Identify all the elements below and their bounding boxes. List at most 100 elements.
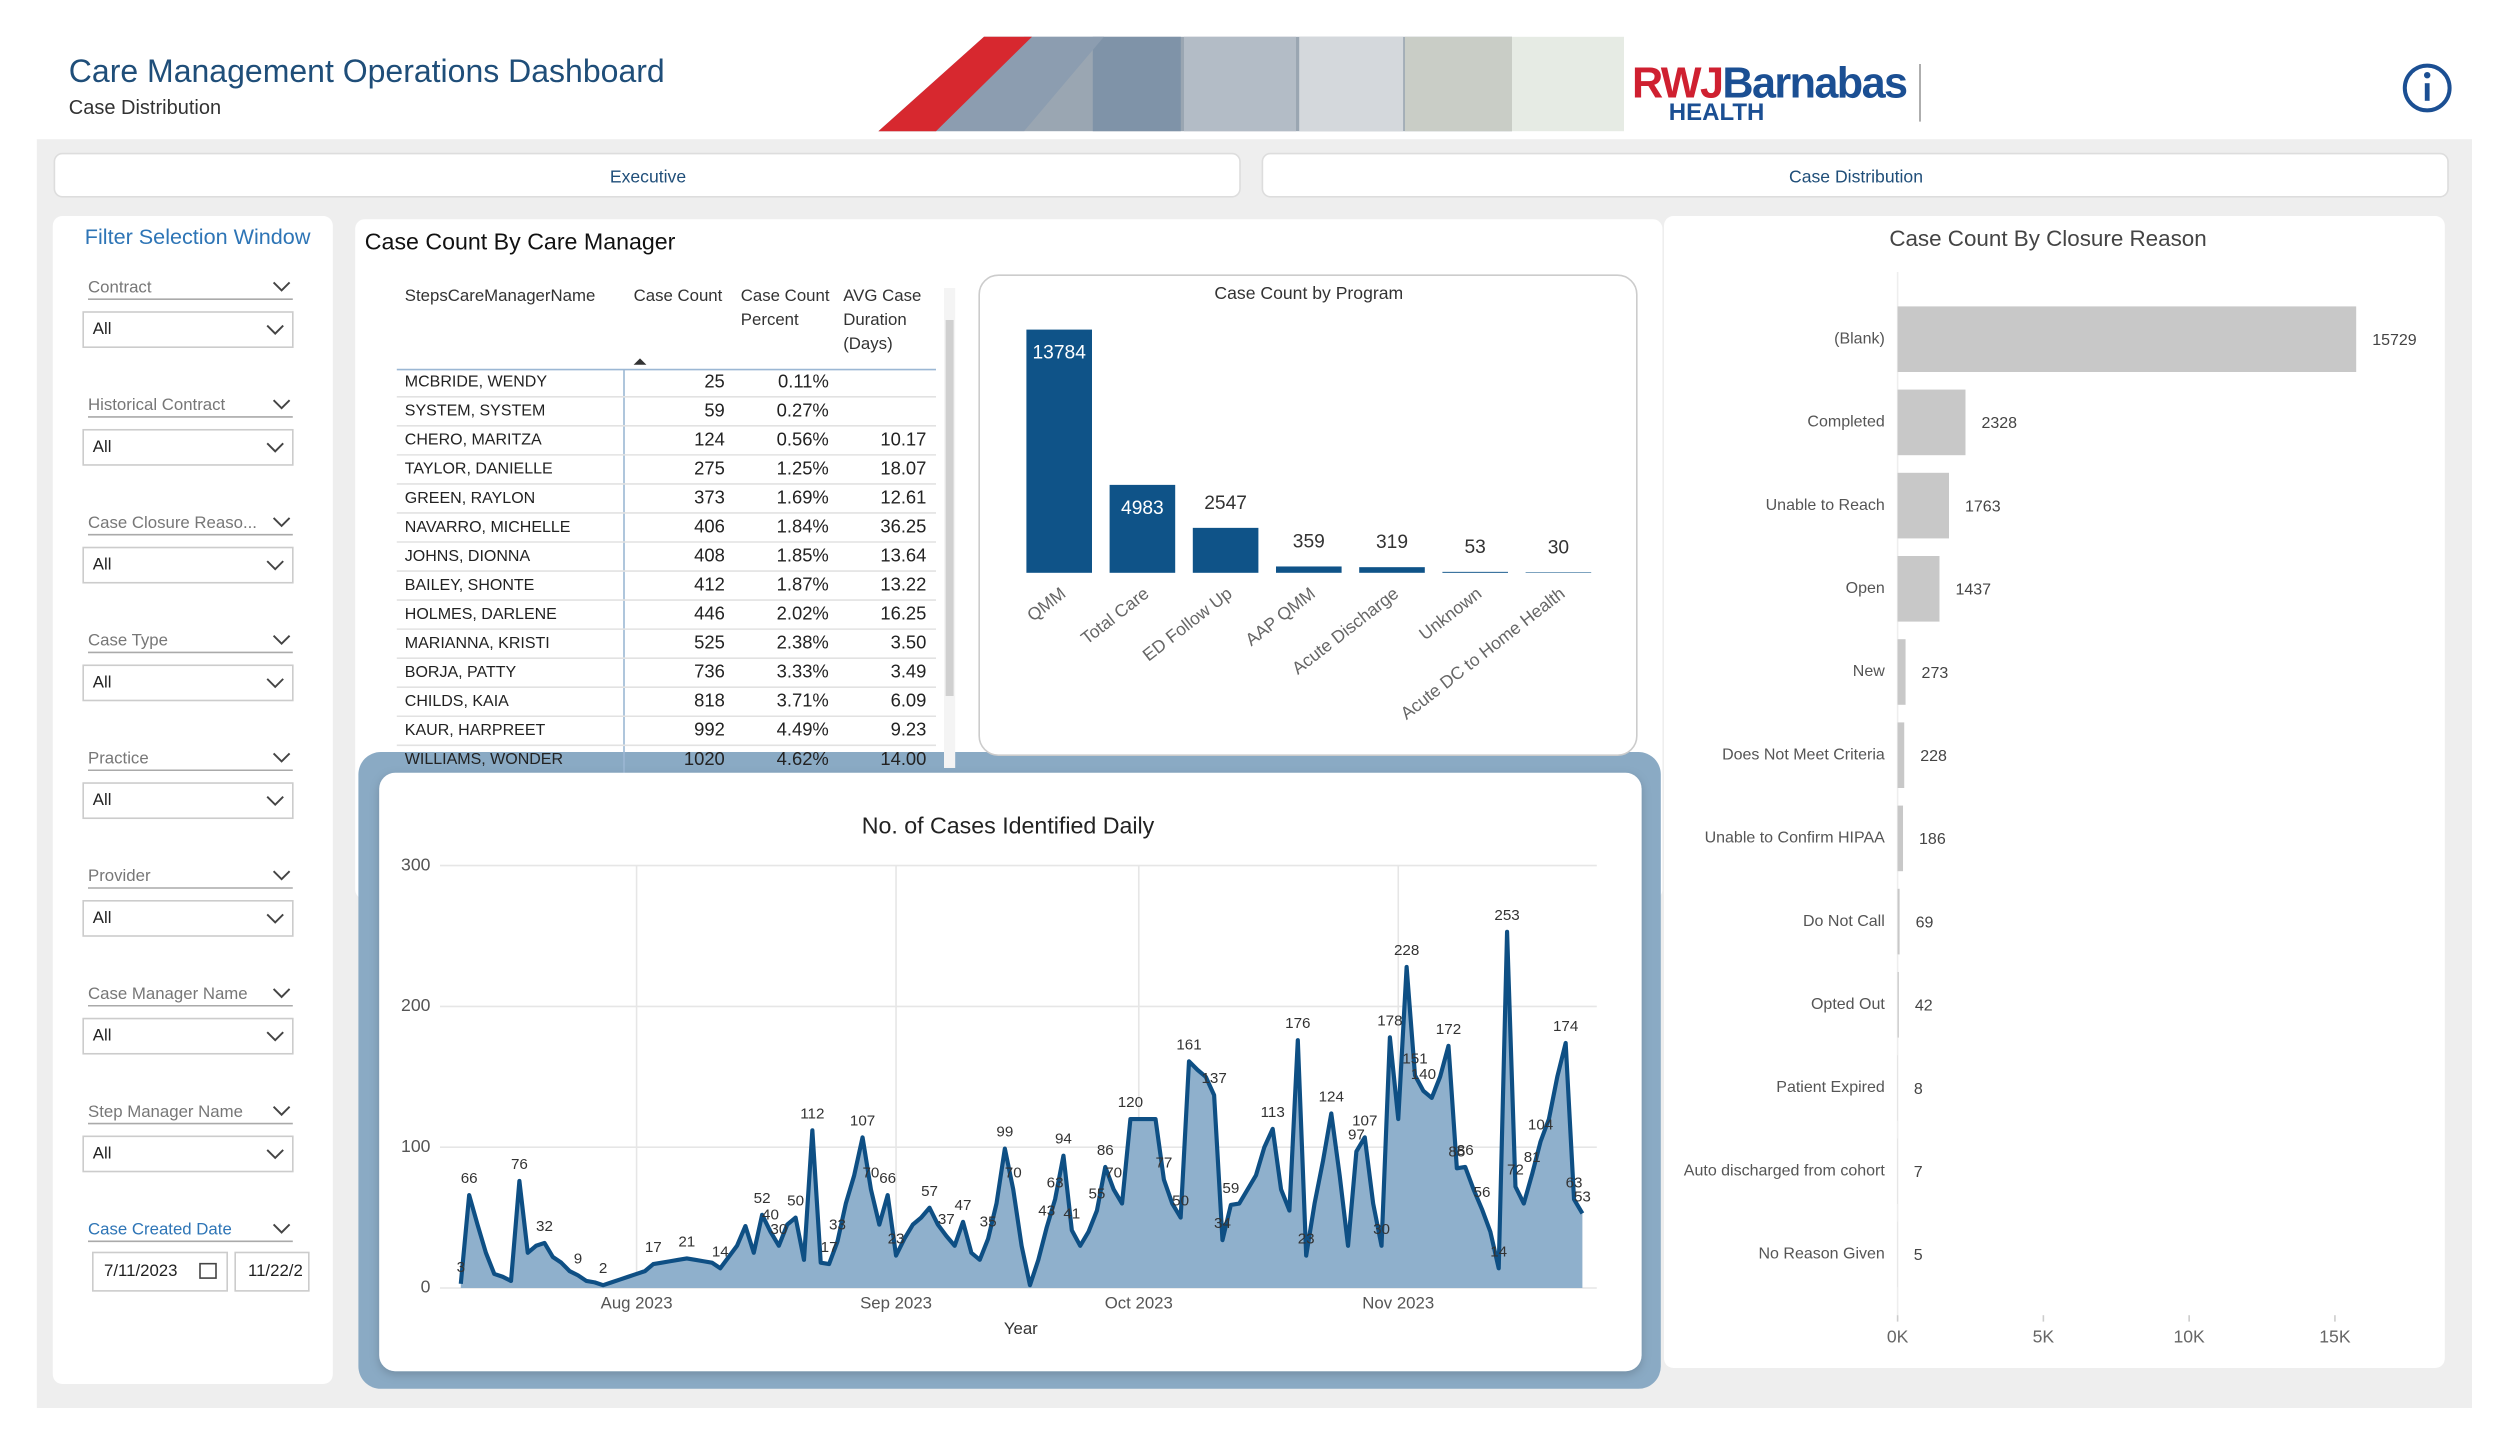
- scroll-thumb[interactable]: [945, 320, 954, 696]
- chart-title: No. of Cases Identified Daily: [862, 812, 1155, 838]
- dropdown[interactable]: [82, 664, 294, 702]
- calendar-icon: [199, 1262, 217, 1279]
- table-cell: 3.71%: [777, 690, 829, 711]
- data-label: 174: [1553, 1018, 1578, 1035]
- table-cell: MARIANNA, KRISTI: [405, 635, 550, 652]
- dropdown[interactable]: [82, 900, 294, 937]
- header-text[interactable]: Case Count Percent: [740, 286, 830, 330]
- chevron: [272, 1106, 291, 1117]
- data-label: 186: [1919, 831, 1946, 848]
- logo: RWJBarnabas: [1632, 60, 1907, 108]
- tab-label[interactable]: Case Distribution: [1789, 166, 1923, 186]
- data-label: 69: [1916, 914, 1934, 931]
- table-cell: 2.38%: [777, 632, 829, 653]
- table-cell: BAILEY, SHONTE: [405, 577, 535, 594]
- data-label: 50: [787, 1193, 804, 1210]
- dropdown-value: All: [93, 1143, 112, 1162]
- chevron: [266, 324, 284, 335]
- tab-label[interactable]: Executive: [610, 166, 686, 186]
- dropdown-value: All: [93, 908, 112, 927]
- table-cell: CHILDS, KAIA: [405, 693, 509, 710]
- data-label: 273: [1922, 665, 1949, 682]
- data-label: 47: [955, 1197, 972, 1214]
- date-start: 7/11/2023: [104, 1261, 177, 1280]
- chevron: [266, 795, 284, 806]
- data-label: 66: [879, 1170, 896, 1187]
- data-label: 72: [1507, 1162, 1524, 1179]
- table-cell: 6.09: [891, 690, 927, 711]
- table-cell: 2.02%: [777, 603, 829, 624]
- y-tick-label: No Reason Given: [1759, 1246, 1885, 1263]
- data-label: 41: [1063, 1205, 1080, 1222]
- table-cell: 0.11%: [778, 370, 829, 391]
- table-cell: 13.64: [880, 544, 926, 565]
- table-cell: WILLIAMS, WONDER: [405, 751, 563, 768]
- data-label: 50: [1172, 1193, 1189, 1210]
- bar: [1276, 566, 1342, 573]
- bar: [1897, 472, 1950, 539]
- data-label: 56: [1474, 1184, 1491, 1201]
- date-input[interactable]: [92, 1251, 228, 1292]
- filter-label: Case Created Date: [88, 1220, 232, 1239]
- table-cell: 3.33%: [777, 661, 829, 682]
- chevron: [272, 399, 291, 410]
- table-cell: BORJA, PATTY: [405, 664, 517, 681]
- dropdown[interactable]: [82, 546, 294, 584]
- filter-label: Historical Contract: [88, 395, 226, 414]
- table-cell: 3.49: [891, 661, 927, 682]
- table-cell: 4.62%: [777, 748, 829, 769]
- chevron: [272, 1223, 291, 1234]
- date-input[interactable]: [234, 1251, 310, 1292]
- header-text[interactable]: StepsCareManagerName: [404, 286, 596, 306]
- tab[interactable]: [1261, 152, 2449, 198]
- y-tick-label: Does Not Meet Criteria: [1722, 746, 1885, 763]
- table-cell: 275: [694, 457, 725, 478]
- data-label: 107: [850, 1112, 875, 1129]
- data-label: 42: [1915, 998, 1933, 1015]
- data-label: 30: [1548, 537, 1569, 558]
- data-label: 97: [1348, 1126, 1365, 1143]
- page-title: Care Management Operations Dashboard: [69, 53, 665, 89]
- x-tick-label: Oct 2023: [1105, 1293, 1173, 1312]
- tab[interactable]: [53, 152, 1241, 198]
- table-cell: 4.49%: [777, 719, 829, 740]
- data-label: 124: [1319, 1088, 1344, 1105]
- y-tick-label: Unable to Reach: [1766, 497, 1885, 514]
- chevron: [266, 560, 284, 571]
- table-cell: 1.69%: [777, 486, 829, 507]
- dropdown-value: All: [93, 790, 112, 809]
- data-label: 53: [1465, 537, 1486, 558]
- chevron: [272, 988, 291, 999]
- filter-label: Case Manager Name: [88, 984, 248, 1003]
- header-text[interactable]: AVG Case Duration (Days): [843, 286, 922, 354]
- dropdown[interactable]: [82, 311, 294, 348]
- chevron: [266, 442, 284, 453]
- data-label: 59: [1222, 1180, 1239, 1197]
- logo-sub: HEALTH: [1669, 99, 1765, 126]
- dropdown[interactable]: [82, 1017, 294, 1055]
- bar: [1897, 888, 1900, 955]
- header-text[interactable]: Case Count: [633, 286, 723, 306]
- bar: [1192, 527, 1259, 573]
- dropdown[interactable]: [82, 1135, 294, 1173]
- info-button[interactable]: [2402, 63, 2452, 113]
- y-tick-label: 0: [421, 1277, 431, 1297]
- table-cell: 406: [694, 515, 725, 536]
- filter-label: Provider: [88, 866, 151, 885]
- dropdown[interactable]: [82, 428, 294, 466]
- filter-title: Filter Selection Window: [85, 224, 311, 249]
- bar: [1897, 556, 1940, 622]
- y-tick-label: Completed: [1807, 414, 1884, 431]
- bar: [1525, 572, 1592, 573]
- data-label: 21: [678, 1233, 695, 1250]
- data-label: 120: [1118, 1094, 1143, 1111]
- data-label: 7: [1914, 1164, 1923, 1181]
- bar: [1897, 389, 1966, 456]
- data-label: 104: [1528, 1117, 1553, 1134]
- dropdown[interactable]: [82, 782, 294, 820]
- table-cell: 412: [694, 574, 725, 595]
- table-cell: SYSTEM, SYSTEM: [405, 403, 545, 420]
- y-tick-label: Unable to Confirm HIPAA: [1705, 830, 1886, 847]
- data-label: 40: [762, 1207, 779, 1224]
- chevron: [272, 635, 291, 646]
